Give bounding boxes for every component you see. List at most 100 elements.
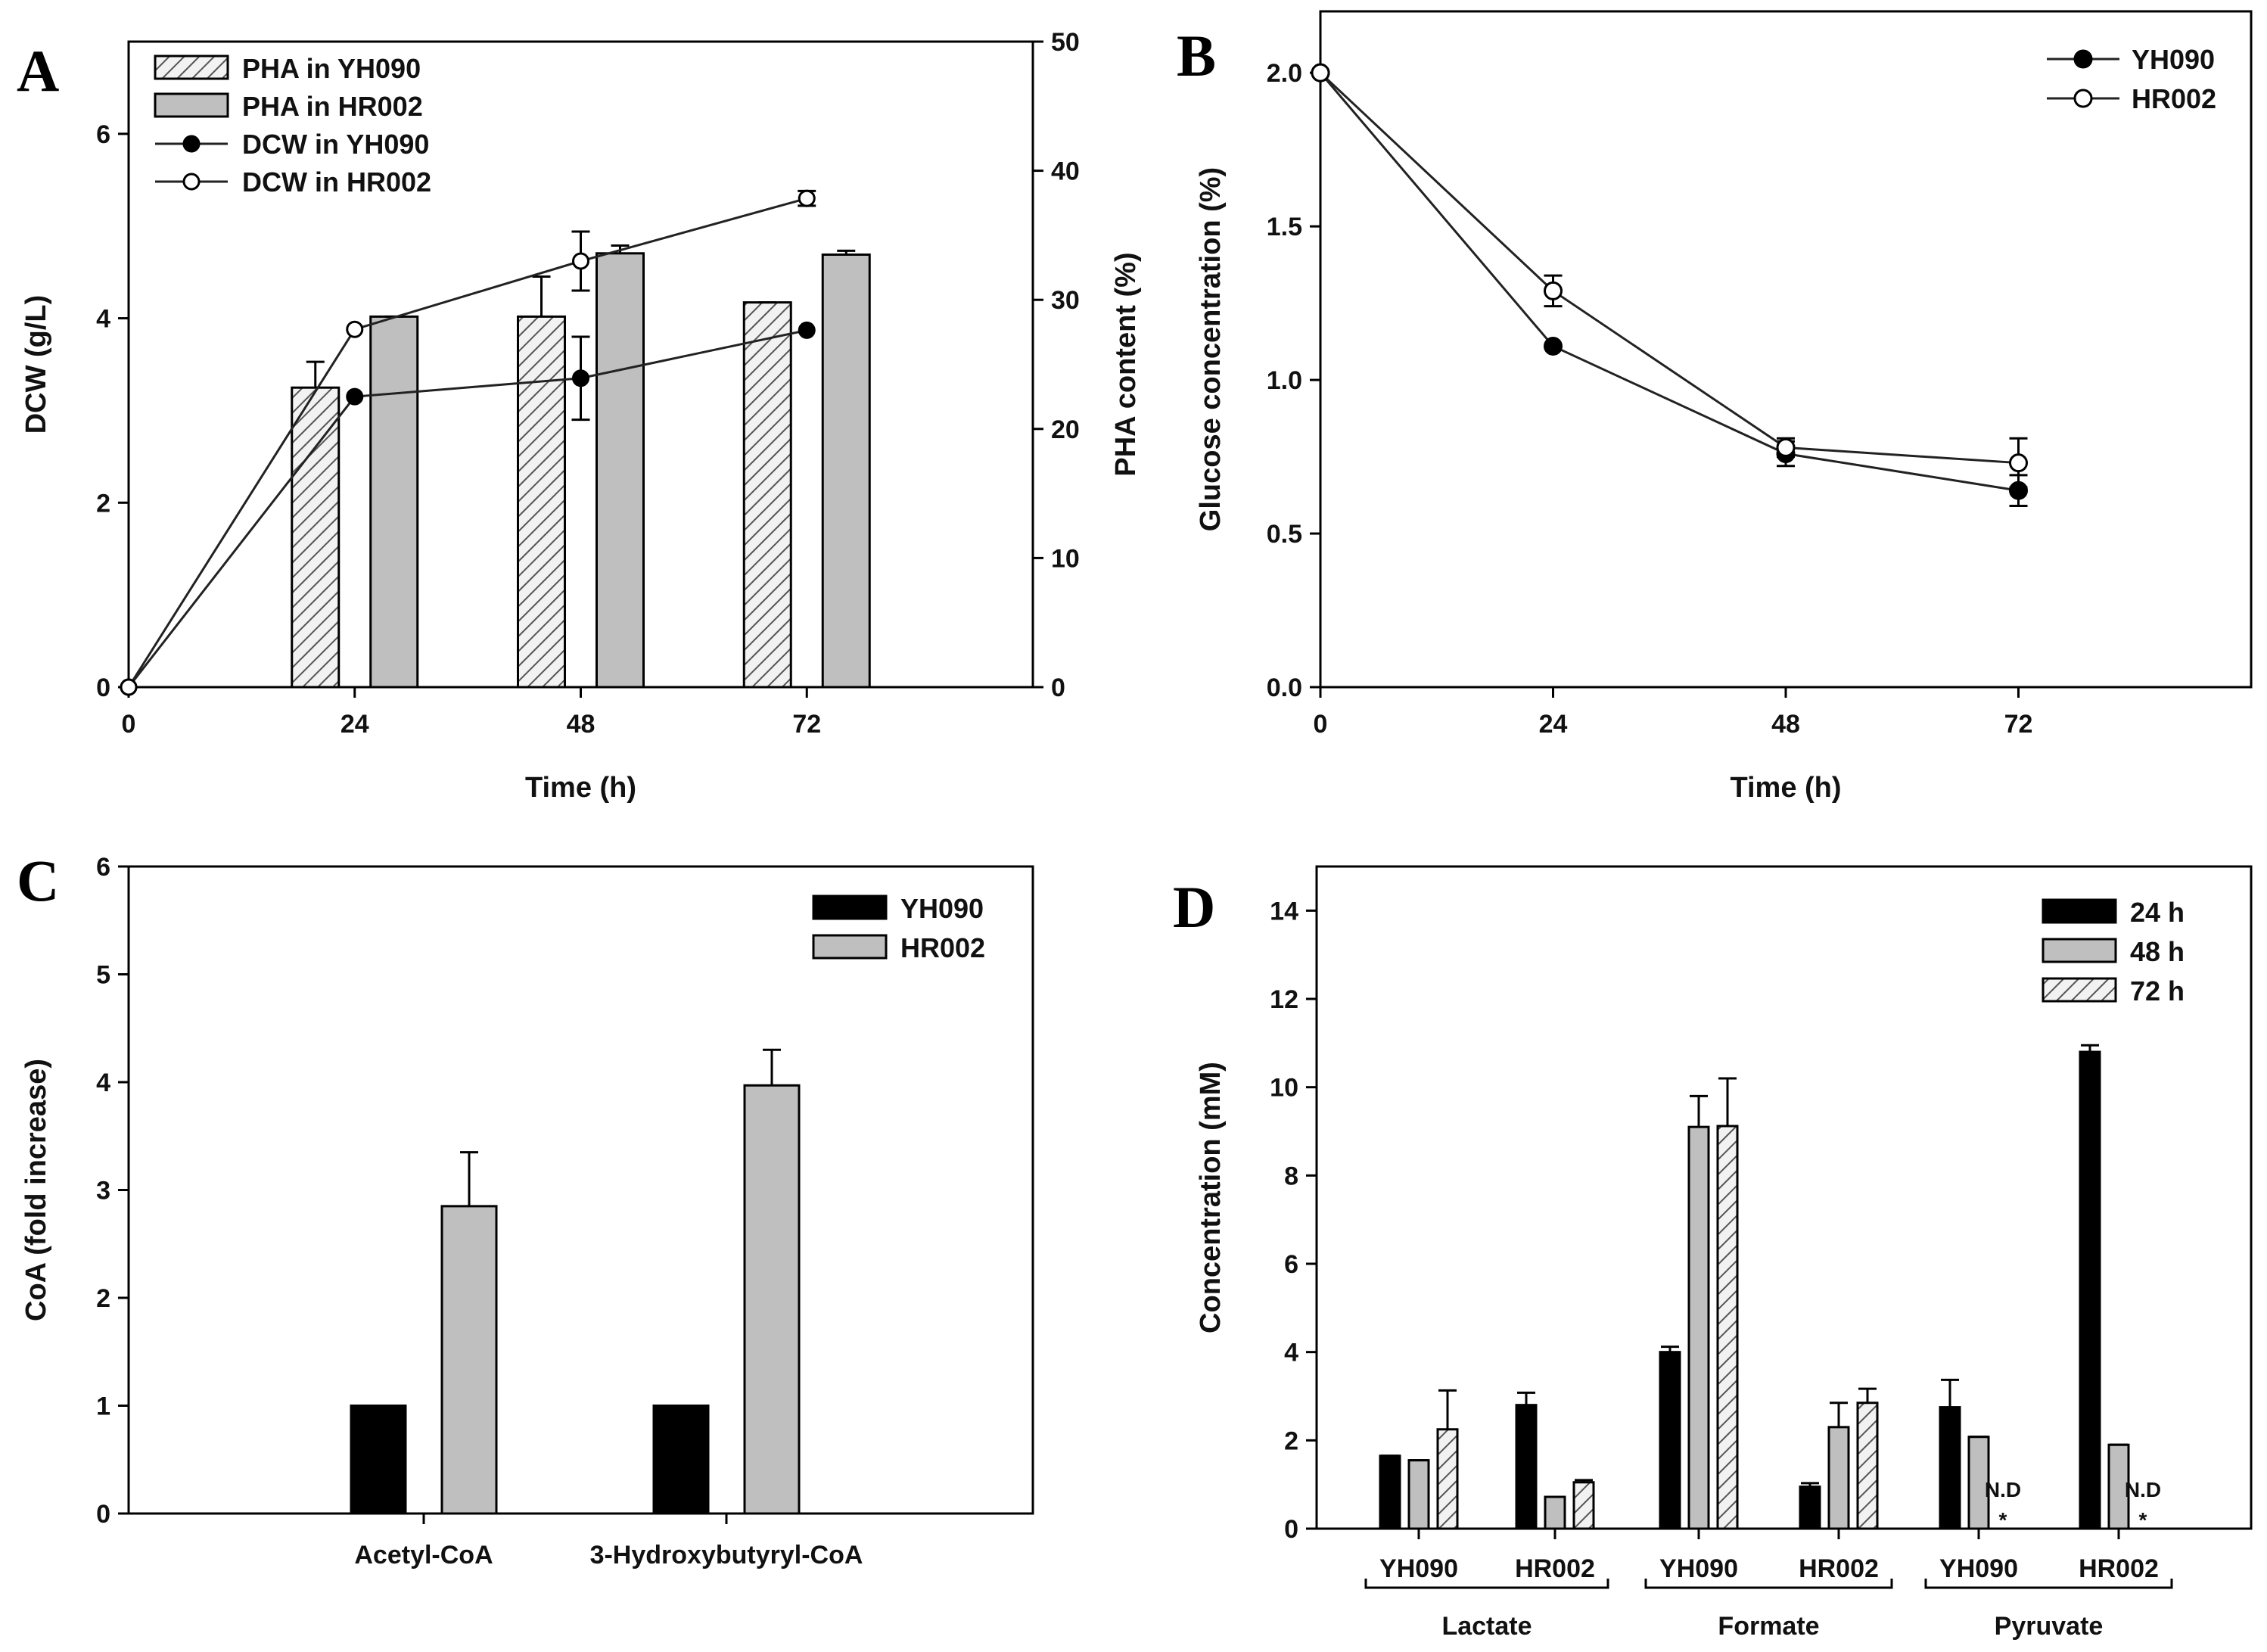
panel-d-bar-48h [2107,1443,2130,1530]
panel-a-line-dcw-hr002 [127,197,807,688]
panel-d-x-tick-label: HR002 [2079,1554,2159,1583]
panel-a-x-tick-label: 24 [341,710,369,739]
panel-a-y2-tick-label: 40 [1051,157,1080,186]
panel-d-nd-annotation: N.D [2125,1478,2161,1501]
panel-a-y-tick-label: 4 [96,305,110,334]
panel-d-group-bracket [1644,1579,1893,1589]
panel-d-bar-24h [1799,1486,1821,1530]
panel-b-line-yh090 [1319,72,2019,492]
panel-c-y-tick-label: 2 [96,1284,110,1313]
panel-a-legend-swatch [154,92,229,118]
panel-c-y-tick-label: 6 [96,853,110,882]
panel-a-x-title: Time (h) [525,772,636,804]
panel-c-legend-label: HR002 [900,932,985,963]
panel-d-bar-24h [1515,1404,1538,1530]
panel-b-point-hr002 [1776,437,1796,457]
panel-a-y2-tick-label: 10 [1051,544,1080,573]
panel-d-bar-72h [1572,1481,1595,1530]
panel-c-y-tick-label: 0 [96,1500,110,1529]
panel-b-y-title: Glucose concentration (%) [1195,167,1227,531]
panel-c-y-tick-label: 3 [96,1177,110,1206]
panel-d-legend-swatch [2042,977,2117,1003]
panel-b-x-title: Time (h) [1730,772,1841,804]
panel-a-bar-pha-hr002 [821,253,871,689]
panel-d-plot-frame [1315,865,2253,1530]
panel-d-letter: D [1173,874,1215,940]
panel-c-bar-yh090 [652,1405,710,1515]
panel-a-bar-pha-hr002 [596,252,645,689]
panel-d-legend-label: 72 h [2130,975,2185,1006]
panel-b-x-tick-label: 48 [1771,710,1800,739]
panel-a-y2-tick-label: 30 [1051,286,1080,315]
panel-d-nd-mark: * [2139,1508,2147,1532]
panel-c-y-title: CoA (fold increase) [20,1059,52,1321]
panel-b-y-tick-label: 1.0 [1267,366,1302,395]
panel-d-y-title: Concentration (mM) [1195,1062,1227,1333]
panel-d-y-tick-label: 8 [1284,1162,1298,1190]
panel-c-plot-frame [127,865,1034,1515]
panel-d-group-bracket [1924,1579,2173,1589]
panel-b-y-tick-label: 0.0 [1267,674,1302,702]
panel-a-x-tick-label: 0 [122,710,136,739]
panel-a-point-dcw-hr002 [120,678,138,696]
panel-a-legend-marker [182,173,201,191]
panel-d-bar-24h [2079,1050,2101,1530]
panel-a-legend-label: PHA in YH090 [242,53,421,84]
panel-c-x-tick-label: 3-Hydroxybutyryl-CoA [590,1541,863,1570]
panel-a-point-dcw-hr002 [798,189,816,207]
panel-d-group-label: Pyruvate [1995,1612,2104,1641]
panel-a-bar-pha-hr002 [369,315,419,689]
panel-d-nd-mark: * [1999,1508,2007,1532]
panel-a-point-dcw-yh090 [346,387,364,406]
panel-a-y-tick-label: 0 [96,674,110,702]
panel-b-y-tick-label: 0.5 [1267,520,1302,549]
panel-a-bar-pha-yh090 [291,386,341,689]
panel-d-bar-24h [1379,1454,1401,1530]
panel-a-point-dcw-hr002 [572,252,589,270]
panel-a-y-tick-label: 2 [96,489,110,518]
panel-d-x-tick-label: YH090 [1939,1554,2018,1583]
panel-a-letter: A [17,38,59,104]
panel-b-plot-frame [1319,10,2253,689]
panel-d-y-tick-label: 14 [1270,897,1298,926]
panel-a-y2-tick-label: 20 [1051,415,1080,444]
panel-c-y-tick-label: 4 [96,1069,110,1097]
panel-d-legend-label: 24 h [2130,897,2185,928]
panel-a-y-tick-label: 6 [96,120,110,149]
panel-d-bar-48h [1407,1459,1430,1530]
panel-d-legend-swatch [2042,898,2117,924]
panel-c-y-tick-label: 1 [96,1392,110,1421]
panel-d-y-tick-label: 6 [1284,1250,1298,1279]
panel-b-point-hr002 [1311,63,1330,82]
panel-b-point-hr002 [1544,281,1563,300]
panel-d-bar-72h [1436,1428,1459,1530]
panel-c-x-tick-label: Acetyl-CoA [354,1541,493,1570]
panel-d-bar-48h [1687,1125,1710,1530]
panel-b-y-tick-label: 2.0 [1267,59,1302,88]
panel-d-bar-48h [1544,1495,1566,1530]
panel-d-bar-48h [1827,1426,1850,1530]
panel-b-x-tick-label: 24 [1539,710,1568,739]
panel-b-legend-marker [2073,49,2093,69]
panel-c-bar-hr002 [743,1084,801,1515]
panel-b-letter: B [1177,23,1216,89]
panel-c-y-tick-label: 5 [96,961,110,990]
panel-c-legend-swatch [812,934,888,960]
panel-d-group-bracket [1364,1579,1609,1589]
panel-a-line-dcw-yh090 [127,328,807,688]
panel-a-y2-title: PHA content (%) [1110,252,1142,476]
panel-a-y-title: DCW (g/L) [20,295,52,434]
panel-a-y2-tick-label: 0 [1051,674,1065,702]
panel-b-point-yh090 [1544,336,1563,356]
panel-c-letter: C [17,848,59,913]
panel-c-bar-yh090 [350,1405,407,1515]
panel-d-bar-48h [1967,1436,1990,1530]
panel-a-legend-marker [182,135,201,153]
panel-b-y-tick-label: 1.5 [1267,213,1302,241]
panel-d-y-tick-label: 2 [1284,1426,1298,1455]
panel-a-point-dcw-hr002 [346,320,364,338]
panel-d-group-label: Formate [1718,1612,1819,1641]
panel-a-x-tick-label: 72 [792,710,821,739]
